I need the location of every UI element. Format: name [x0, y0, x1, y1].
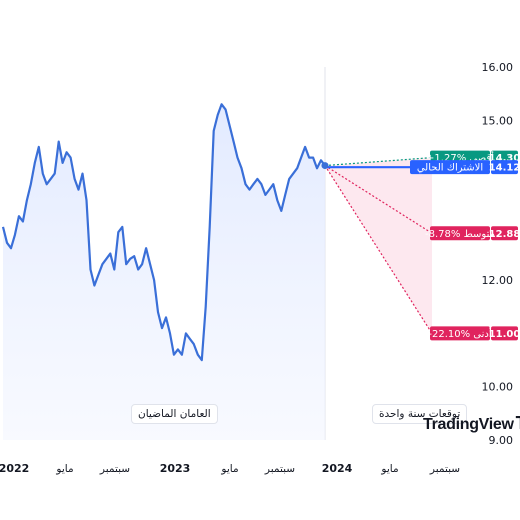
- current-tag-label: الاشتراك الحالي: [417, 163, 483, 174]
- y-tick-label: 12.00: [482, 274, 514, 287]
- x-axis: 2022 مايو سبتمبر 2023 مايو سبتمبر 2024 مايو سبتم…: [0, 462, 460, 475]
- logo-mark: TV: [516, 413, 520, 433]
- min-tag-value: 11.00: [489, 329, 520, 340]
- current-tag: الاشتراك الحالي 14.12: [410, 160, 520, 175]
- y-tick-label: 10.00: [482, 381, 514, 394]
- forecast-range-area: [325, 157, 432, 334]
- x-tick-label: 2023: [160, 462, 191, 475]
- plot-layer: [1, 67, 433, 441]
- forecast-period-label: توقعات سنة واحدة: [372, 404, 468, 424]
- x-tick-label: مايو: [380, 463, 398, 475]
- history-area: [3, 104, 325, 441]
- x-tick-label: مايو: [55, 463, 73, 475]
- avg-tag-label: -8.78% متوسط: [425, 229, 495, 240]
- logo-text: TradingView: [423, 416, 514, 433]
- price-line: [1, 103, 326, 362]
- current-tag-value: 14.12: [489, 163, 520, 174]
- forecast-min-line: [324, 165, 433, 334]
- y-tick-label: 16.00: [482, 61, 514, 74]
- x-tick-label: سبتمبر: [429, 463, 460, 475]
- forecast-max-line: [324, 156, 433, 167]
- x-tick-label: مايو: [220, 463, 238, 475]
- avg-tag-value: 12.88: [489, 229, 520, 240]
- max-tag-value: 14.30: [489, 153, 520, 164]
- x-tick-label: 2024: [322, 462, 353, 475]
- past-period-label: العامان الماضيان: [131, 404, 218, 424]
- x-tick-label: 2022: [0, 462, 29, 475]
- x-tick-label: سبتمبر: [99, 463, 130, 475]
- y-axis: 16.00 15.00 12.00 10.00 9.00: [482, 61, 514, 447]
- forecast-avg-line: [324, 165, 433, 234]
- last-price-dot: [321, 162, 329, 170]
- tradingview-logo: TradingViewTV: [423, 413, 520, 434]
- x-tick-label: سبتمبر: [264, 463, 295, 475]
- y-tick-label: 15.00: [482, 114, 514, 127]
- y-tick-label: 9.00: [489, 434, 514, 447]
- min-tag-label: -22.10% أدنى: [428, 327, 491, 340]
